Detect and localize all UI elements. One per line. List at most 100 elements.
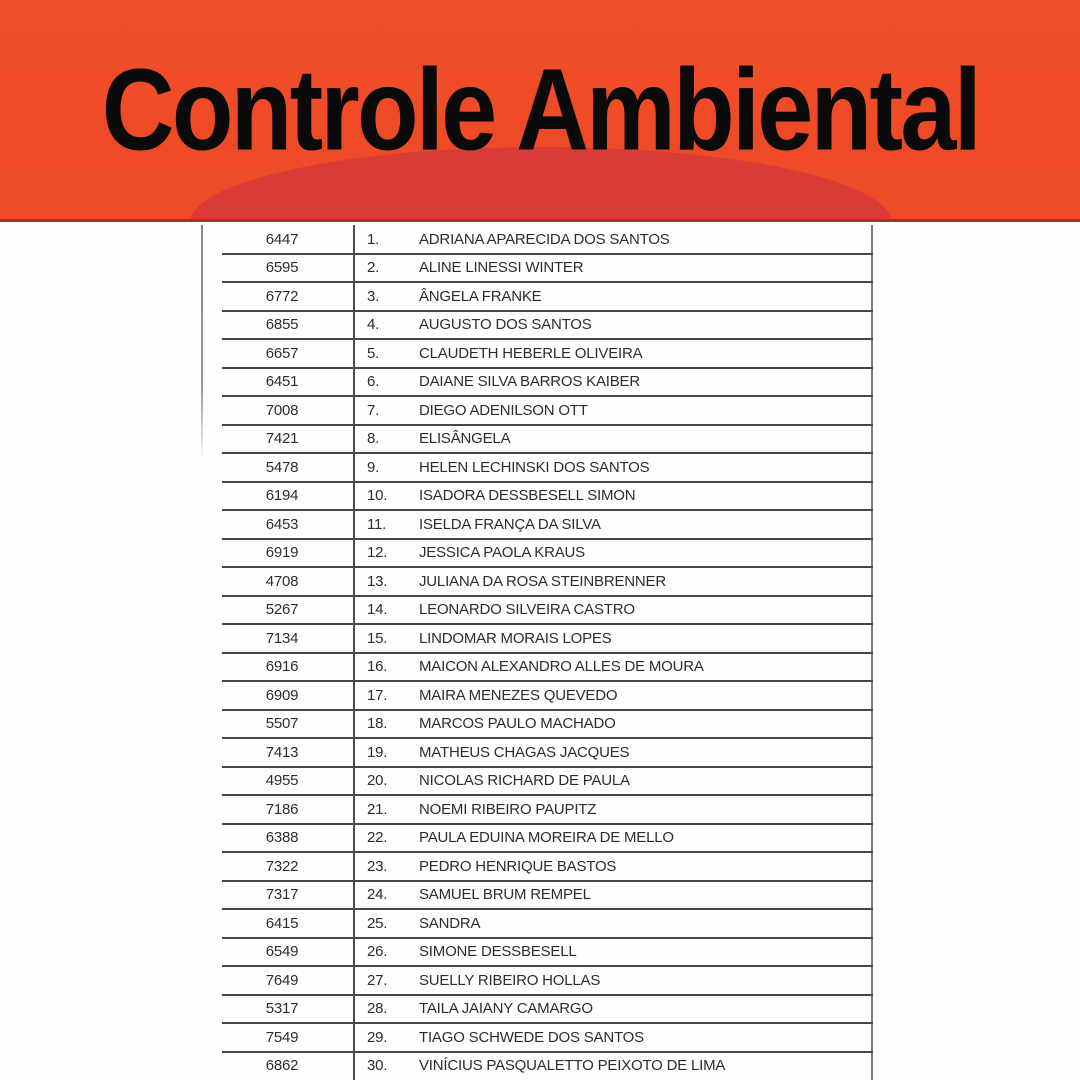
table-row: 6447 1. ADRIANA APARECIDA DOS SANTOS xyxy=(201,225,873,255)
member-code: 4708 xyxy=(265,572,299,590)
member-name: ALINE LINESSI WINTER xyxy=(419,259,584,277)
row-separator-line xyxy=(222,366,873,369)
table-row: 6916 16. MAICON ALEXANDRO ALLES DE MOURA xyxy=(201,653,873,682)
rank-number: 12. xyxy=(367,544,388,562)
member-code: 6862 xyxy=(265,1057,299,1075)
member-code: 6447 xyxy=(265,230,299,248)
row-separator-line xyxy=(222,252,873,255)
member-code: 7649 xyxy=(265,971,299,989)
member-name: PAULA EDUINA MOREIRA DE MELLO xyxy=(419,829,674,847)
row-separator-line xyxy=(222,281,873,283)
member-code: 6595 xyxy=(265,259,299,277)
member-code: 7186 xyxy=(265,800,299,818)
member-name: SAMUEL BRUM REMPEL xyxy=(419,886,591,904)
member-name: NOEMI RIBEIRO PAUPITZ xyxy=(419,800,597,818)
member-name: MAIRA MENEZES QUEVEDO xyxy=(419,686,618,704)
rank-number: 14. xyxy=(367,601,388,619)
table-row: 6855 4. AUGUSTO DOS SANTOS xyxy=(201,311,873,340)
table-row: 5317 28. TAILA JAIANY CAMARGO xyxy=(201,995,873,1024)
member-name: ISELDA FRANÇA DA SILVA xyxy=(419,515,601,533)
row-separator-line xyxy=(222,509,873,511)
member-code: 6194 xyxy=(265,487,299,505)
rank-number: 4. xyxy=(367,316,380,334)
table-row: 6451 6. DAIANE SILVA BARROS KAIBER xyxy=(201,368,873,397)
table-row: 6657 5. CLAUDETH HEBERLE OLIVEIRA xyxy=(201,339,873,369)
member-name: SIMONE DESSBESELL xyxy=(419,943,577,961)
member-name: JULIANA DA ROSA STEINBRENNER xyxy=(419,572,666,590)
rank-number: 10. xyxy=(367,487,388,505)
member-code: 7134 xyxy=(265,629,299,647)
table-row: 7649 27. SUELLY RIBEIRO HOLLAS xyxy=(201,966,873,996)
row-separator-line xyxy=(222,309,873,312)
rank-number: 22. xyxy=(367,829,388,847)
member-name: SUELLY RIBEIRO HOLLAS xyxy=(419,971,601,989)
table-row: 6415 25. SANDRA xyxy=(201,909,873,939)
rank-number: 24. xyxy=(367,886,388,904)
rank-number: 2. xyxy=(367,259,380,277)
member-code: 6657 xyxy=(265,344,299,362)
member-code: 6388 xyxy=(265,829,299,847)
table-row: 7186 21. NOEMI RIBEIRO PAUPITZ xyxy=(201,795,873,825)
member-name: LINDOMAR MORAIS LOPES xyxy=(419,629,612,647)
member-code: 7413 xyxy=(265,743,299,761)
table-row: 5478 9. HELEN LECHINSKI DOS SANTOS xyxy=(201,453,873,483)
table-row: 5507 18. MARCOS PAULO MACHADO xyxy=(201,710,873,739)
rank-number: 6. xyxy=(367,373,380,391)
rank-number: 21. xyxy=(367,800,388,818)
row-separator-line xyxy=(222,594,873,597)
table-row: 6909 17. MAIRA MENEZES QUEVEDO xyxy=(201,681,873,711)
row-separator-line xyxy=(222,737,873,739)
row-separator-line xyxy=(222,936,873,939)
member-name: JESSICA PAOLA KRAUS xyxy=(419,544,585,562)
rank-number: 29. xyxy=(367,1028,388,1046)
row-separator-line xyxy=(222,452,873,454)
table-row: 7413 19. MATHEUS CHAGAS JACQUES xyxy=(201,738,873,768)
rank-number: 28. xyxy=(367,1000,388,1018)
row-separator-line xyxy=(222,794,873,796)
table-row: 7549 29. TIAGO SCHWEDE DOS SANTOS xyxy=(201,1023,873,1053)
row-separator-line xyxy=(222,566,873,568)
row-separator-line xyxy=(222,708,873,711)
member-code: 6916 xyxy=(265,658,299,676)
member-code: 5317 xyxy=(265,1000,299,1018)
rank-number: 30. xyxy=(367,1057,388,1075)
member-name: ELISÂNGELA xyxy=(419,430,511,448)
page-title: Controle Ambiental xyxy=(101,44,981,175)
member-name: LEONARDO SILVEIRA CASTRO xyxy=(419,601,635,619)
rank-number: 7. xyxy=(367,401,380,419)
table-row: 6194 10. ISADORA DESSBESELL SIMON xyxy=(201,482,873,511)
member-name: ÂNGELA FRANKE xyxy=(419,287,542,305)
row-separator-line xyxy=(222,680,873,682)
table-row: 6388 22. PAULA EDUINA MOREIRA DE MELLO xyxy=(201,824,873,853)
row-separator-line xyxy=(222,623,873,625)
row-separator-line xyxy=(222,480,873,483)
row-separator-line xyxy=(222,965,873,967)
member-name: CLAUDETH HEBERLE OLIVEIRA xyxy=(419,344,643,362)
member-name: VINÍCIUS PASQUALETTO PEIXOTO DE LIMA xyxy=(419,1057,726,1075)
table-row: 6595 2. ALINE LINESSI WINTER xyxy=(201,254,873,283)
member-code: 7549 xyxy=(265,1028,299,1046)
member-name: PEDRO HENRIQUE BASTOS xyxy=(419,857,617,875)
rank-number: 3. xyxy=(367,287,380,305)
rank-number: 8. xyxy=(367,430,380,448)
rank-number: 1. xyxy=(367,230,380,248)
member-code: 7317 xyxy=(265,886,299,904)
member-name: DIEGO ADENILSON OTT xyxy=(419,401,588,419)
member-name: MARCOS PAULO MACHADO xyxy=(419,715,616,733)
table-rows-container: 6447 1. ADRIANA APARECIDA DOS SANTOS 6595 2.… xyxy=(201,225,873,1080)
member-code: 6549 xyxy=(265,943,299,961)
row-separator-line xyxy=(222,993,873,996)
table-row: 6453 11. ISELDA FRANÇA DA SILVA xyxy=(201,510,873,540)
rank-number: 5. xyxy=(367,344,380,362)
member-name: TAILA JAIANY CAMARGO xyxy=(419,1000,593,1018)
rank-number: 19. xyxy=(367,743,388,761)
rank-number: 23. xyxy=(367,857,388,875)
table-row: 6549 26. SIMONE DESSBESELL xyxy=(201,938,873,967)
rank-number: 11. xyxy=(367,515,387,533)
member-code: 6909 xyxy=(265,686,299,704)
member-name: DAIANE SILVA BARROS KAIBER xyxy=(419,373,640,391)
title-container: Controle Ambiental xyxy=(0,0,1080,219)
member-code: 4955 xyxy=(265,772,299,790)
row-separator-line xyxy=(222,908,873,910)
member-code: 6855 xyxy=(265,316,299,334)
